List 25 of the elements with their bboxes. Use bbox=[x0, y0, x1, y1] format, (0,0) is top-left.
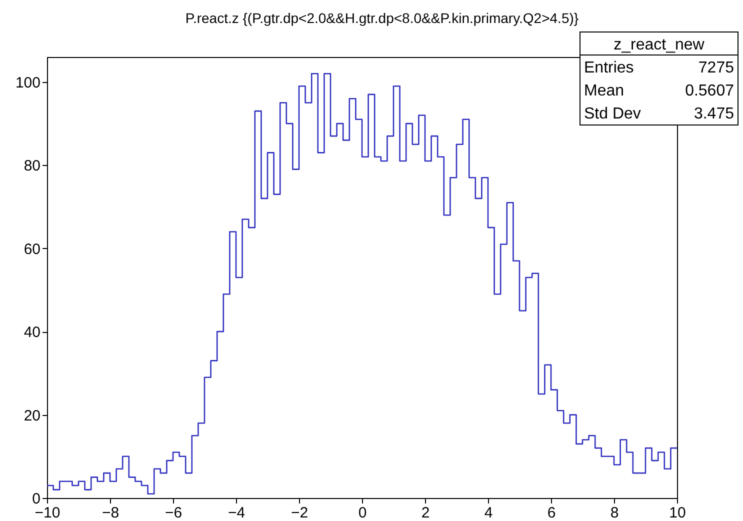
y-tick-label: 40 bbox=[24, 324, 40, 342]
y-tick-label: 0 bbox=[32, 490, 40, 508]
x-tick-label: 6 bbox=[547, 504, 556, 521]
x-tick-label: −4 bbox=[228, 504, 246, 521]
text: 7275 bbox=[698, 60, 734, 76]
chart-title: P.react.z {(P.gtr.dp<2.0&&H.gtr.dp<8.0&&P.kin.primary.Q2>4.5)} bbox=[185, 10, 579, 26]
text: 3.475 bbox=[694, 106, 734, 122]
annotation: Entries bbox=[584, 60, 634, 76]
y-tick-label: 80 bbox=[24, 158, 40, 175]
x-tick-label: 4 bbox=[484, 504, 493, 521]
text: 0.5607 bbox=[685, 82, 734, 100]
annotation: Std Dev bbox=[584, 106, 641, 122]
y-tick-label: 60 bbox=[24, 240, 40, 258]
x-tick-label: 2 bbox=[421, 504, 430, 521]
x-tick-label: 8 bbox=[610, 504, 619, 521]
x-tick-label: 10 bbox=[669, 504, 686, 521]
text: z_react_new bbox=[614, 36, 705, 54]
x-tick-label: 0 bbox=[358, 504, 367, 521]
x-tick-label: −2 bbox=[290, 504, 308, 521]
annotation: Mean bbox=[584, 82, 624, 100]
x-tick-label: −8 bbox=[102, 504, 120, 521]
x-tick-label: −10 bbox=[34, 504, 60, 521]
y-tick-label: 100 bbox=[15, 74, 40, 92]
y-tick-label: 20 bbox=[24, 407, 40, 424]
x-tick-label: −6 bbox=[164, 504, 182, 521]
